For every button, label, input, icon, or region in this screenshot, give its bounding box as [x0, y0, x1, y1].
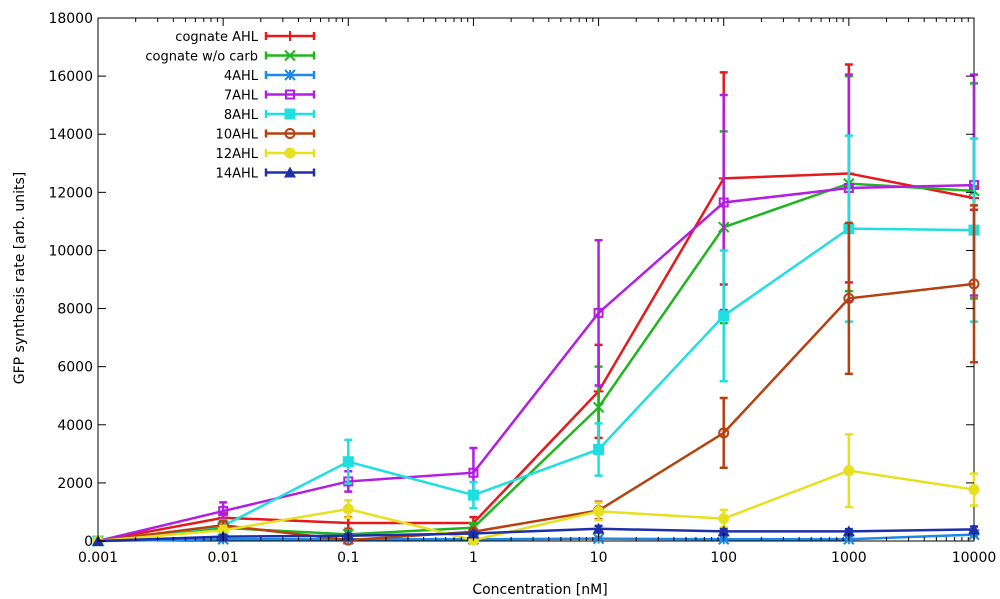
series-line: [97, 227, 975, 543]
x-tick-label: 10000: [952, 550, 997, 566]
filled-triangle-marker: [842, 525, 855, 537]
legend-label: cognate AHL: [175, 30, 258, 45]
open-circle-marker: [843, 292, 855, 304]
filled-circle-marker: [342, 503, 354, 515]
error-bar: [719, 396, 728, 470]
filled-circle-marker: [217, 524, 229, 536]
x-tick-label: 0.001: [78, 550, 118, 566]
y-axis-label: GFP synthesis rate [arb. units]: [12, 172, 28, 385]
legend: cognate AHL cognate w/o carb 4AHL 7AHL 8AHL 1…: [145, 30, 316, 182]
y-tick-label: 6000: [57, 360, 93, 376]
open-circle-marker: [968, 278, 980, 290]
filled-square-marker: [467, 489, 479, 501]
open-square-marker: [593, 307, 604, 318]
x-axis-label: Concentration [nM]: [472, 582, 607, 598]
series-line: [97, 533, 975, 543]
y-tick-label: 8000: [57, 302, 93, 318]
cross-marker: [592, 401, 605, 414]
legend-label: 10AHL: [216, 128, 259, 143]
series-line: [97, 183, 975, 543]
legend-label: 7AHL: [224, 89, 259, 104]
x-tick-label: 0.01: [208, 550, 239, 566]
y-tick-label: 2000: [57, 476, 93, 492]
filled-circle-marker: [284, 147, 296, 159]
y-tick-label: 16000: [48, 69, 93, 85]
legend-label: 8AHL: [224, 108, 259, 123]
series-line: [97, 182, 975, 543]
open-circle-marker: [718, 427, 730, 439]
legend-label: 14AHL: [216, 167, 259, 182]
filled-triangle-marker: [467, 527, 480, 539]
filled-triangle-marker: [284, 166, 296, 178]
x-tick-label: 0.1: [337, 550, 359, 566]
filled-square-marker: [284, 108, 296, 120]
error-bar: [844, 221, 853, 376]
open-square-marker: [718, 197, 729, 208]
series-line: [97, 527, 975, 543]
series-8ahl: [92, 134, 980, 547]
legend-swatch: [264, 90, 316, 99]
legend-swatch: [264, 129, 316, 138]
y-tick-label: 14000: [48, 127, 93, 143]
filled-square-marker: [342, 456, 354, 468]
error-bar: [970, 204, 978, 364]
open-square-marker: [218, 506, 229, 517]
series-line: [97, 172, 975, 543]
x-tick-label: 1000: [831, 550, 867, 566]
series-line: [97, 282, 975, 543]
plus-marker: [343, 517, 354, 528]
legend-label: 4AHL: [224, 69, 259, 84]
filled-circle-marker: [843, 465, 855, 477]
series-line: [97, 469, 975, 543]
plus-marker: [285, 31, 295, 41]
series-14ahl: [92, 522, 980, 546]
filled-circle-marker: [968, 484, 980, 496]
open-square-marker: [285, 89, 295, 100]
x-tick-label: 100: [710, 550, 737, 566]
x-tick-label: 1: [469, 550, 478, 566]
star-marker: [284, 69, 296, 81]
filled-square-marker: [593, 443, 605, 455]
error-bar: [594, 239, 603, 387]
y-tick-label: 10000: [48, 243, 93, 259]
y-tick-label: 18000: [48, 11, 93, 27]
y-tick-label: 0: [84, 534, 93, 550]
x-tick-label: 10: [590, 550, 608, 566]
series-10ahl: [92, 204, 980, 547]
y-tick-label: 4000: [57, 418, 93, 434]
y-tick-label: 12000: [48, 185, 93, 201]
filled-triangle-marker: [717, 525, 730, 537]
filled-triangle-marker: [592, 522, 605, 534]
filled-circle-marker: [593, 505, 605, 517]
cross-marker: [284, 49, 296, 62]
filled-triangle-marker: [968, 523, 980, 535]
open-square-marker: [468, 467, 479, 478]
filled-circle-marker: [718, 513, 730, 525]
open-circle-marker: [284, 128, 296, 139]
legend-label: cognate w/o carb: [145, 50, 258, 65]
filled-square-marker: [718, 310, 730, 322]
legend-label: 12AHL: [216, 147, 259, 162]
series-12ahl: [92, 433, 980, 547]
